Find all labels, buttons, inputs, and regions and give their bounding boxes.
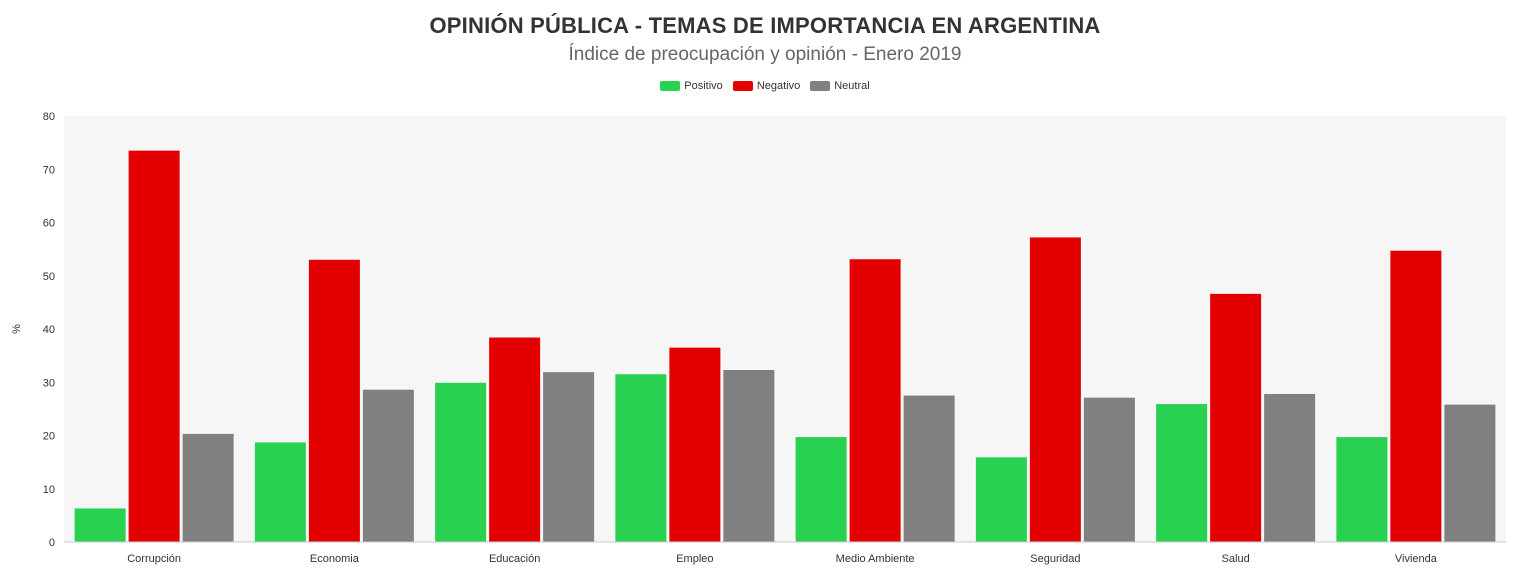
bar-neutral	[543, 372, 595, 542]
y-tick-label: 70	[43, 164, 55, 176]
chart-subtitle: Índice de preocupación y opinión - Enero…	[568, 44, 962, 65]
bar-neutral	[1444, 404, 1496, 542]
x-tick-label: Salud	[1222, 553, 1250, 565]
bar-negativo	[128, 150, 180, 543]
x-tick-label: Economia	[310, 553, 360, 565]
legend-label: Positivo	[684, 80, 723, 92]
chart-title: OPINIÓN PÚBLICA - TEMAS DE IMPORTANCIA E…	[429, 13, 1101, 38]
legend-swatch	[732, 81, 753, 91]
x-tick-label: Empleo	[676, 553, 713, 565]
chart-legend: Positivo Negativo Neutral	[0, 80, 1530, 92]
bar-neutral	[723, 370, 775, 542]
bar-positivo	[435, 382, 487, 542]
y-axis-label: %	[11, 324, 23, 334]
y-tick-label: 20	[43, 431, 55, 443]
legend-label: Negativo	[756, 80, 801, 92]
y-tick-label: 30	[43, 377, 55, 389]
y-tick-label: 50	[43, 271, 55, 283]
legend-item[interactable]: Neutral	[810, 80, 870, 92]
y-tick-label: 10	[43, 484, 55, 496]
legend-item[interactable]: Positivo	[660, 80, 723, 92]
bar-positivo	[1156, 404, 1208, 542]
bar-negativo	[669, 347, 721, 542]
bar-neutral	[1264, 393, 1316, 542]
x-tick-label: Vivienda	[1395, 553, 1438, 565]
x-tick-label: Educación	[489, 553, 540, 565]
bar-positivo	[795, 437, 847, 542]
bar-negativo	[849, 259, 901, 542]
x-tick-label: Medio Ambiente	[836, 553, 915, 565]
x-tick-label: Seguridad	[1030, 553, 1080, 565]
y-tick-label: 60	[43, 218, 55, 230]
bar-positivo	[615, 374, 667, 542]
bar-negativo	[489, 337, 541, 542]
bar-negativo	[308, 259, 360, 542]
bar-positivo	[254, 442, 306, 542]
bar-positivo	[1336, 437, 1388, 542]
bar-neutral	[1083, 397, 1135, 542]
legend-swatch	[810, 81, 831, 91]
legend-label: Neutral	[834, 80, 870, 92]
x-tick-label: Corrupción	[127, 553, 181, 565]
bar-neutral	[903, 395, 955, 542]
bar-negativo	[1390, 250, 1442, 542]
bar-positivo	[74, 508, 126, 542]
bar-neutral	[362, 389, 414, 542]
bar-negativo	[1029, 237, 1081, 542]
bar-neutral	[182, 433, 234, 542]
y-tick-label: 0	[49, 537, 55, 549]
y-tick-label: 40	[43, 324, 55, 336]
bar-negativo	[1210, 293, 1262, 542]
legend-swatch	[660, 81, 681, 91]
y-tick-label: 80	[43, 111, 55, 123]
bar-positivo	[975, 457, 1027, 542]
legend-item[interactable]: Negativo	[732, 80, 801, 92]
